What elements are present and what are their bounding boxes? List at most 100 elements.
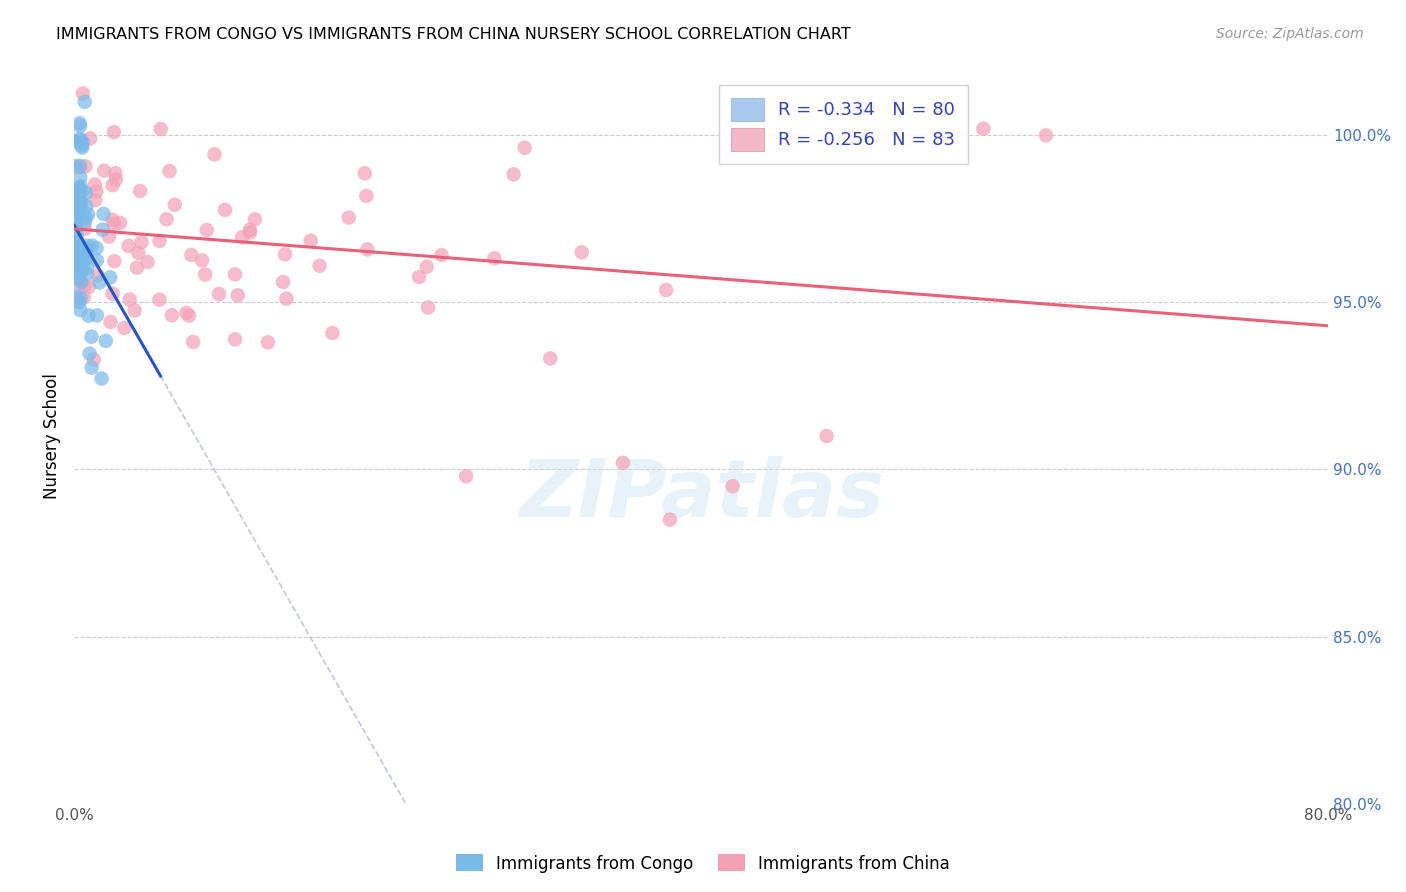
Point [66, 291, 89, 305]
Point [75, 251, 97, 265]
Point [571, 245, 593, 260]
Point [65, 218, 87, 232]
Y-axis label: Nursery School: Nursery School [44, 373, 60, 499]
Point [69, 119, 91, 133]
Point [72, 140, 94, 154]
Point [131, 235, 153, 250]
Point [815, 429, 838, 443]
Point [73, 247, 96, 261]
Point [73, 243, 96, 257]
Point [129, 184, 152, 198]
Point [65, 214, 87, 228]
Point [160, 308, 183, 322]
Point [65, 289, 87, 303]
Point [67, 295, 90, 310]
Point [66, 203, 89, 218]
Point [76, 239, 98, 253]
Point [72, 87, 94, 101]
Point [67, 196, 90, 211]
Point [66, 193, 89, 207]
Point [124, 303, 146, 318]
Point [208, 287, 231, 301]
Point [148, 234, 170, 248]
Point [63, 226, 86, 240]
Point [83, 352, 105, 367]
Point [101, 178, 124, 193]
Point [69, 258, 91, 272]
Point [69, 159, 91, 173]
Point [456, 469, 478, 483]
Point [73, 252, 96, 267]
Point [322, 326, 344, 340]
Point [73, 290, 96, 304]
Point [70, 185, 93, 199]
Point [70, 195, 93, 210]
Point [70, 265, 93, 279]
Point [66, 208, 89, 222]
Text: ZIPatlas: ZIPatlas [519, 456, 884, 534]
Point [70, 133, 93, 147]
Point [66, 268, 89, 282]
Text: IMMIGRANTS FROM CONGO VS IMMIGRANTS FROM CHINA NURSERY SCHOOL CORRELATION CHART: IMMIGRANTS FROM CONGO VS IMMIGRANTS FROM… [56, 27, 851, 42]
Point [86, 241, 108, 255]
Point [112, 321, 135, 335]
Point [75, 211, 97, 225]
Point [89, 276, 111, 290]
Point [155, 212, 177, 227]
Point [69, 303, 91, 318]
Point [356, 243, 378, 257]
Point [69, 260, 91, 275]
Text: Source: ZipAtlas.com: Source: ZipAtlas.com [1216, 27, 1364, 41]
Point [84, 178, 107, 192]
Point [86, 253, 108, 268]
Point [103, 254, 125, 268]
Point [274, 247, 297, 261]
Point [90, 371, 112, 385]
Point [204, 147, 226, 161]
Point [214, 202, 236, 217]
Point [84, 193, 107, 207]
Legend: Immigrants from Congo, Immigrants from China: Immigrants from Congo, Immigrants from C… [450, 847, 956, 880]
Point [76, 267, 98, 281]
Point [86, 268, 108, 283]
Point [271, 275, 294, 289]
Point [80, 238, 103, 252]
Point [66, 197, 89, 211]
Point [66, 235, 89, 249]
Point [66, 260, 89, 275]
Point [66, 183, 89, 197]
Point [66, 251, 89, 265]
Point [75, 186, 97, 200]
Point [86, 184, 108, 198]
Point [127, 246, 149, 260]
Point [70, 276, 93, 290]
Point [69, 179, 91, 194]
Point [80, 360, 103, 375]
Point [67, 183, 90, 197]
Point [194, 268, 217, 282]
Point [353, 166, 375, 180]
Point [93, 207, 115, 221]
Point [77, 309, 100, 323]
Point [67, 202, 90, 216]
Point [103, 125, 125, 139]
Point [63, 204, 86, 219]
Point [101, 286, 124, 301]
Point [69, 116, 91, 130]
Point [67, 277, 90, 291]
Point [502, 167, 524, 181]
Point [337, 211, 360, 225]
Point [66, 252, 89, 267]
Point [484, 251, 506, 265]
Point [163, 198, 186, 212]
Point [65, 219, 87, 233]
Point [67, 161, 90, 175]
Point [69, 131, 91, 145]
Point [105, 172, 128, 186]
Point [239, 222, 262, 236]
Point [257, 335, 280, 350]
Point [86, 309, 108, 323]
Point [308, 259, 330, 273]
Point [972, 121, 994, 136]
Point [415, 260, 437, 274]
